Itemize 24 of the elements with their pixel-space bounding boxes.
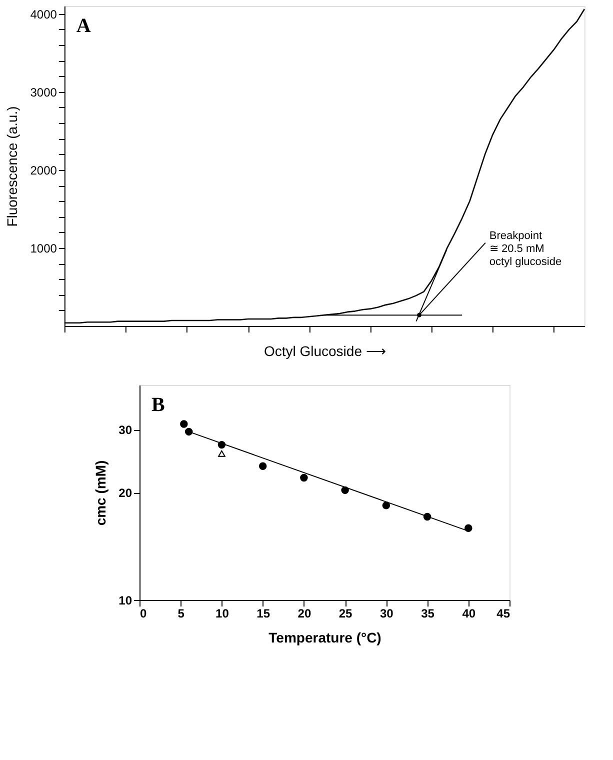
annotation: Breakpoint ≅ 20.5 mM octyl glucoside — [489, 230, 562, 268]
y-axis-title: cmc (mM) — [92, 460, 109, 526]
x-tick-label: 40 — [462, 606, 476, 620]
y-tick-label: 20 — [118, 486, 132, 500]
x-tick-label: 5 — [178, 606, 185, 620]
y-axis-title: Fluorescence (a.u.) — [4, 106, 20, 227]
y-tick-label: 2000 — [30, 163, 58, 178]
x-tick-label: 10 — [216, 606, 230, 620]
y-tick-label: 3000 — [30, 85, 58, 100]
annotation: A — [76, 15, 92, 37]
y-tick-label: 4000 — [30, 7, 58, 22]
x-tick-label: 35 — [421, 606, 435, 620]
x-tick-label: 0 — [140, 606, 147, 620]
x-tick-label: 45 — [496, 606, 510, 620]
y-tick-label: 30 — [118, 423, 132, 438]
x-tick-label: 20 — [298, 606, 312, 620]
x-axis-title: Octyl Glucoside ⟶ — [264, 343, 386, 359]
x-tick-label: 15 — [256, 606, 270, 620]
annotation: B — [152, 394, 165, 416]
x-tick-label: 30 — [380, 606, 394, 620]
x-axis-title: Temperature (°C) — [268, 630, 382, 646]
y-tick-label: 10 — [118, 594, 132, 608]
y-tick-label: 1000 — [30, 241, 58, 256]
x-tick-label: 25 — [338, 606, 353, 620]
